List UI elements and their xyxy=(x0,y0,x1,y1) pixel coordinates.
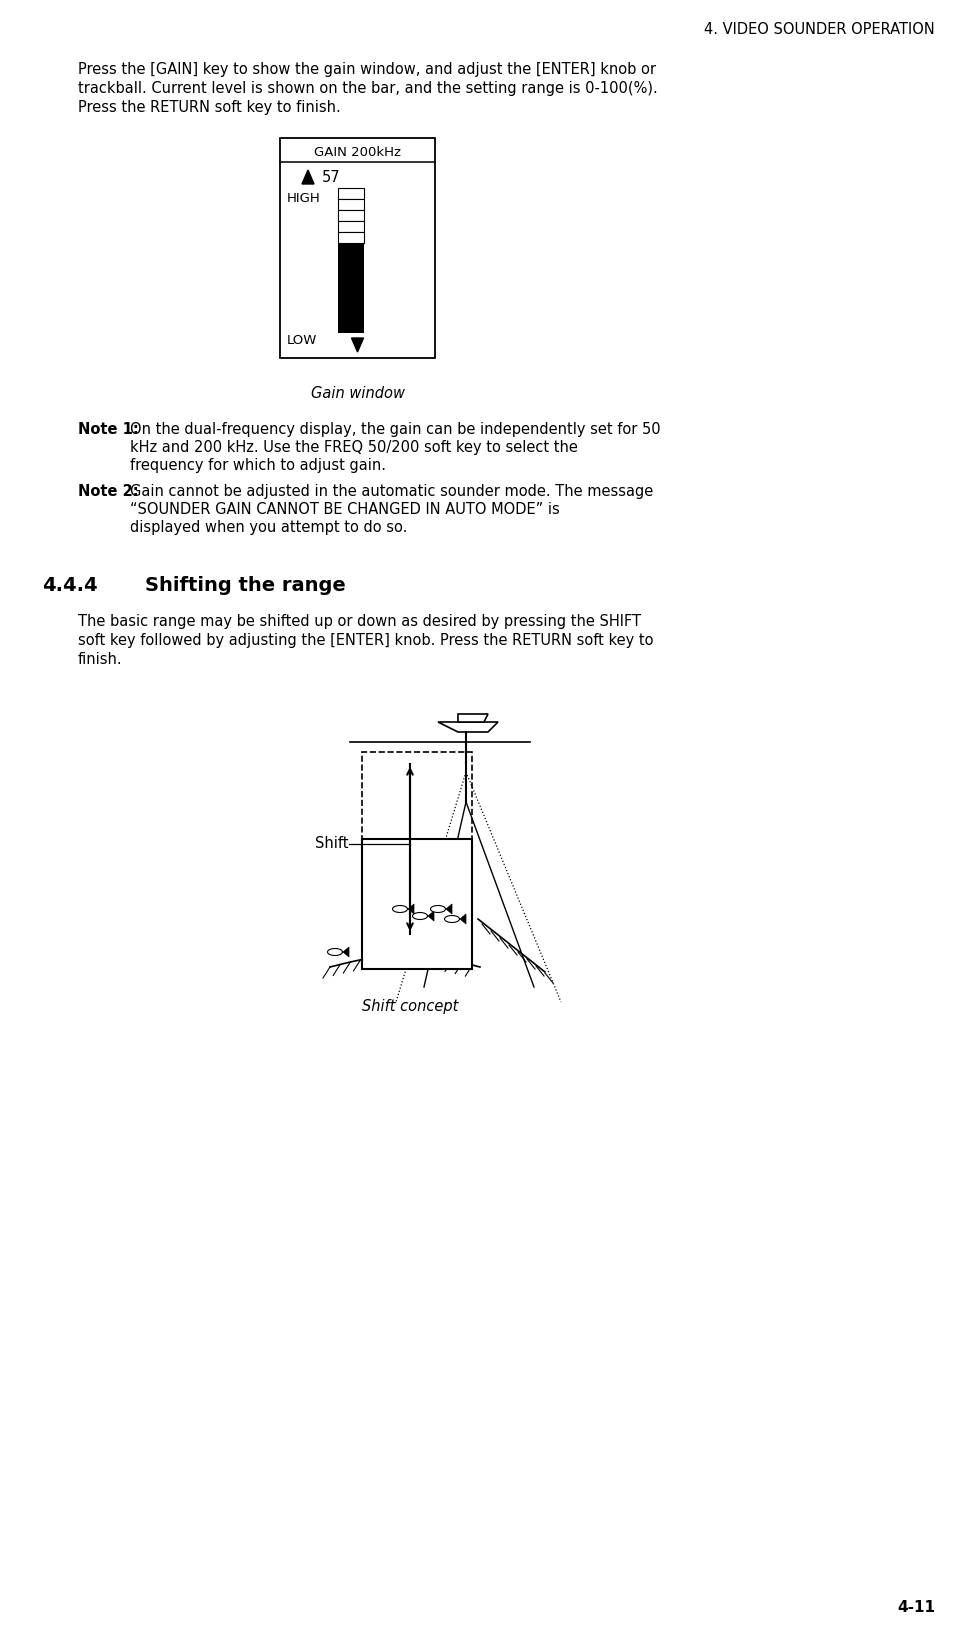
Bar xyxy=(338,211,364,220)
Text: soft key followed by adjusting the [ENTER] knob. Press the RETURN soft key to: soft key followed by adjusting the [ENTE… xyxy=(78,633,653,648)
Text: HIGH: HIGH xyxy=(287,193,321,206)
Bar xyxy=(362,752,472,863)
Text: kHz and 200 kHz. Use the FREQ 50/200 soft key to select the: kHz and 200 kHz. Use the FREQ 50/200 sof… xyxy=(130,441,578,455)
Text: GAIN 200kHz: GAIN 200kHz xyxy=(314,145,401,158)
Bar xyxy=(338,220,364,232)
Text: Gain cannot be adjusted in the automatic sounder mode. The message: Gain cannot be adjusted in the automatic… xyxy=(130,485,653,499)
Polygon shape xyxy=(343,947,349,956)
Ellipse shape xyxy=(431,906,445,912)
Polygon shape xyxy=(302,170,314,184)
Bar xyxy=(338,199,364,211)
Text: Shift: Shift xyxy=(315,837,349,852)
Bar xyxy=(338,243,364,333)
Text: Note 1:: Note 1: xyxy=(78,423,139,437)
Text: 4-11: 4-11 xyxy=(897,1599,935,1616)
Text: finish.: finish. xyxy=(78,653,122,667)
Ellipse shape xyxy=(393,906,407,912)
Ellipse shape xyxy=(444,916,460,922)
Polygon shape xyxy=(458,715,488,721)
Ellipse shape xyxy=(412,912,428,919)
Polygon shape xyxy=(460,914,466,924)
Polygon shape xyxy=(428,911,434,920)
Text: trackball. Current level is shown on the bar, and the setting range is 0-100(%).: trackball. Current level is shown on the… xyxy=(78,82,658,96)
Text: 4.4.4: 4.4.4 xyxy=(42,576,97,596)
Text: LOW: LOW xyxy=(287,333,318,346)
Text: Shifting the range: Shifting the range xyxy=(145,576,346,596)
Polygon shape xyxy=(438,721,498,733)
Text: Press the [GAIN] key to show the gain window, and adjust the [ENTER] knob or: Press the [GAIN] key to show the gain wi… xyxy=(78,62,656,77)
Polygon shape xyxy=(352,338,364,353)
Ellipse shape xyxy=(328,948,342,955)
Bar xyxy=(338,232,364,243)
Text: frequency for which to adjust gain.: frequency for which to adjust gain. xyxy=(130,459,386,473)
Polygon shape xyxy=(446,904,452,914)
Polygon shape xyxy=(408,904,414,914)
Text: displayed when you attempt to do so.: displayed when you attempt to do so. xyxy=(130,521,407,535)
Bar xyxy=(280,139,435,357)
Text: Note 2:: Note 2: xyxy=(78,485,139,499)
Bar xyxy=(338,188,364,199)
Text: Gain window: Gain window xyxy=(310,387,404,401)
Text: The basic range may be shifted up or down as desired by pressing the SHIFT: The basic range may be shifted up or dow… xyxy=(78,614,641,628)
Text: “SOUNDER GAIN CANNOT BE CHANGED IN AUTO MODE” is: “SOUNDER GAIN CANNOT BE CHANGED IN AUTO … xyxy=(130,503,560,517)
Bar xyxy=(362,839,472,969)
Text: 57: 57 xyxy=(322,170,340,186)
Text: Shift concept: Shift concept xyxy=(362,999,458,1013)
Text: On the dual-frequency display, the gain can be independently set for 50: On the dual-frequency display, the gain … xyxy=(130,423,661,437)
Text: 4. VIDEO SOUNDER OPERATION: 4. VIDEO SOUNDER OPERATION xyxy=(705,21,935,38)
Text: Press the RETURN soft key to finish.: Press the RETURN soft key to finish. xyxy=(78,100,341,114)
